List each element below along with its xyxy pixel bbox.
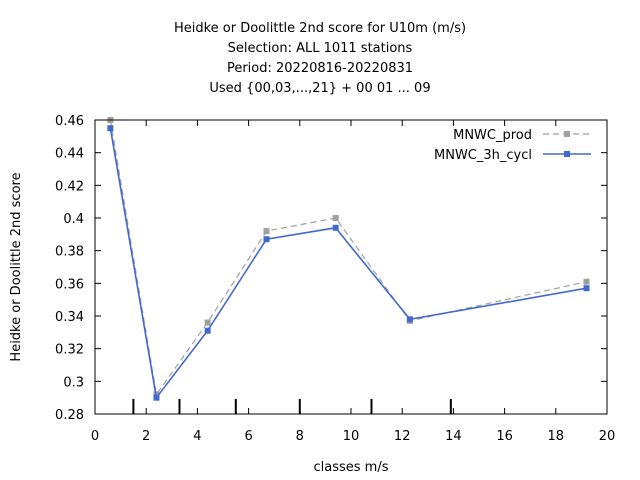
series-MNWC_3h_cycl (107, 125, 590, 401)
x-tick-label: 12 (394, 429, 411, 444)
y-tick-label: 0.46 (55, 114, 84, 129)
x-tick-label: 10 (343, 429, 360, 444)
x-axis-label: classes m/s (314, 460, 389, 475)
chart-title-line-1: Heidke or Doolittle 2nd score for U10m (… (173, 21, 467, 36)
x-tick-label: 4 (193, 429, 201, 444)
chart-title-line-3: Period: 20220816-20220831 (226, 61, 414, 76)
data-point (204, 319, 211, 326)
y-tick-label: 0.32 (55, 343, 84, 358)
x-tick-label: 2 (142, 429, 150, 444)
y-axis-label: Heidke or Doolittle 2nd score (9, 172, 24, 361)
x-tick-label: 6 (244, 429, 252, 444)
y-tick-label: 0.36 (55, 277, 84, 292)
legend-label: MNWC_3h_cycl (434, 148, 532, 163)
chart-title-line-4: Used {00,03,...,21} + 00 01 ... 09 (209, 81, 431, 96)
data-point (583, 285, 590, 292)
x-tick-label: 8 (296, 429, 304, 444)
x-tick-label: 20 (599, 429, 616, 444)
plot-frame (94, 119, 608, 415)
data-point (263, 228, 270, 235)
x-tick-label: 0 (91, 429, 99, 444)
x-tick-label: 16 (496, 429, 513, 444)
y-tick-label: 0.42 (55, 179, 84, 194)
chart-title-line-2: Selection: ALL 1011 stations (227, 41, 413, 56)
legend-marker (564, 131, 570, 137)
data-point (332, 224, 339, 231)
class-bound-markers (132, 399, 452, 414)
y-tick-label: 0.28 (55, 408, 84, 423)
y-tick-label: 0.34 (55, 310, 84, 325)
legend-marker (564, 151, 570, 157)
data-point (263, 236, 270, 243)
y-tick-label: 0.3 (63, 375, 84, 390)
axis-ticks: 0 2 4 6 8 10 12 14 16 18 20 0.28 0.3 0.32 0.34 0.36 0.38… (55, 114, 615, 444)
legend: MNWC_prod MNWC_3h_cycl (434, 128, 591, 163)
data-point (406, 316, 413, 323)
data-point (204, 327, 211, 334)
y-tick-label: 0.44 (55, 147, 84, 162)
y-tick-label: 0.38 (55, 245, 84, 260)
legend-label: MNWC_prod (453, 128, 532, 143)
data-point (153, 394, 160, 401)
data-point (107, 125, 114, 132)
x-tick-label: 18 (548, 429, 565, 444)
y-tick-label: 0.4 (63, 212, 84, 227)
data-point (332, 215, 339, 221)
data-point (583, 278, 590, 285)
series-line (109, 128, 587, 400)
series-layer (107, 117, 590, 401)
x-tick-label: 14 (445, 429, 462, 444)
